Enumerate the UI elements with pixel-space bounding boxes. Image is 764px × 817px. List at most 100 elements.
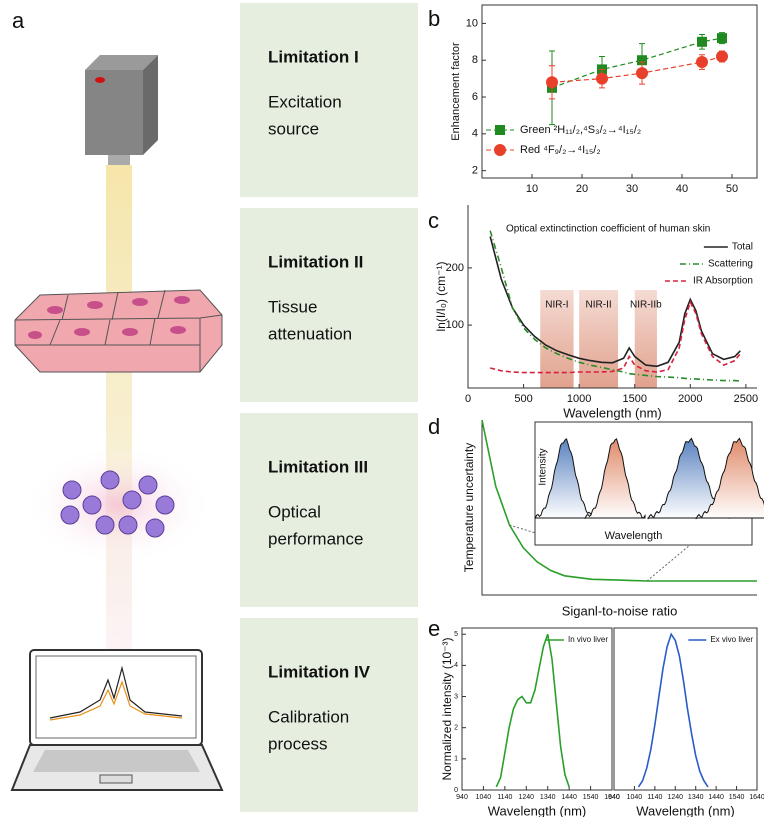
marker	[716, 51, 728, 63]
y-tick-label: 8	[472, 54, 478, 66]
x-tick-label: 20	[576, 183, 588, 195]
y-tick-label: 200	[446, 262, 464, 274]
x-tick-label: 1000	[567, 393, 591, 405]
legend-label: Green ²H₁₁/₂,⁴S₃/₂→⁴I₁₅/₂	[520, 124, 641, 136]
y-tick-label: 6	[472, 91, 478, 103]
marker	[717, 33, 727, 43]
annotation: Optical extinctinction coefficient of hu…	[506, 224, 710, 235]
x-tick-label: 1040	[627, 794, 643, 801]
x-tick-label: 1540	[583, 794, 599, 801]
limitation-text: source	[268, 119, 319, 138]
x-tick-label: 1440	[708, 794, 724, 801]
legend-label: Ex vivo liver	[710, 635, 753, 644]
plot-frame	[462, 628, 612, 790]
camera-light	[95, 77, 105, 83]
x-tick-label: 30	[626, 183, 638, 195]
light-beam	[106, 165, 132, 695]
limitation-title: Limitation III	[268, 457, 368, 476]
legend-label: Red ⁴F₉/₂→⁴I₁₅/₂	[520, 144, 601, 156]
series-line	[496, 634, 569, 787]
panel-label: c	[428, 208, 439, 233]
limitation-title: Limitation I	[268, 47, 359, 66]
x-tick-label: 40	[676, 183, 688, 195]
band-label: NIR-IIb	[630, 300, 662, 311]
marker	[696, 56, 708, 68]
figure: Limitation I Excitation source Limitation I…	[0, 0, 764, 817]
limitation-box	[240, 208, 418, 402]
camera-lens	[108, 155, 130, 165]
legend-label: IR Absorption	[693, 276, 753, 287]
x-axis-label: Wavelength (nm)	[636, 803, 735, 817]
y-tick-label: 2	[472, 165, 478, 177]
y-axis-label: Enhancement factor	[450, 42, 462, 141]
x-tick-label: 1640	[749, 794, 764, 801]
x-tick-label: 940	[456, 794, 468, 801]
y-tick-label: 10	[466, 17, 478, 29]
glow	[23, 445, 213, 565]
keyboard	[33, 750, 200, 772]
y-tick-label: 2	[454, 725, 458, 732]
inset-y-label: Intensity	[538, 448, 549, 485]
legend-label: Scattering	[708, 259, 753, 270]
x-axis-label: Siganl-to-noise ratio	[562, 603, 678, 618]
limitation-text: Excitation	[268, 92, 342, 111]
marker	[546, 76, 558, 88]
limitation-text: Optical	[268, 502, 321, 521]
marker	[596, 73, 608, 85]
y-tick-label: 3	[454, 693, 458, 700]
y-tick-label: 4	[472, 128, 478, 140]
tissue	[15, 290, 222, 372]
x-tick-label: 0	[465, 393, 471, 405]
legend-marker	[494, 144, 506, 156]
x-tick-label: 1440	[561, 794, 577, 801]
touchpad	[100, 775, 132, 783]
illustration-a	[12, 55, 222, 790]
x-tick-label: 10	[526, 183, 538, 195]
x-tick-label: 1040	[476, 794, 492, 801]
limitation-title: Limitation II	[268, 252, 363, 271]
marker	[636, 67, 648, 79]
panel-label: e	[428, 616, 440, 641]
panel-label: b	[428, 6, 440, 31]
legend-label: Total	[732, 242, 753, 253]
limitation-text: performance	[268, 529, 363, 548]
y-tick-label: 1	[454, 756, 458, 763]
camera-side	[143, 55, 158, 155]
x-tick-label: 1500	[622, 393, 646, 405]
limitation-box	[240, 413, 418, 607]
x-tick-label: 50	[726, 183, 738, 195]
series-line	[639, 634, 709, 787]
x-tick-label: 1240	[518, 794, 534, 801]
x-tick-label: 1140	[647, 794, 662, 801]
legend-label: In vivo liver	[568, 635, 608, 644]
x-tick-label: 1340	[688, 794, 704, 801]
plot-frame	[614, 628, 757, 790]
x-tick-label: 2000	[678, 393, 702, 405]
y-axis-label: Temperature uncertainty	[462, 443, 476, 572]
x-axis-label: Wavelength (nm)	[488, 803, 587, 817]
x-tick-label: 940	[608, 794, 620, 801]
x-axis-label: Wavelength (nm)	[563, 405, 662, 420]
y-tick-label: 5	[454, 631, 458, 638]
band-label: NIR-II	[586, 300, 612, 311]
x-tick-label: 500	[514, 393, 532, 405]
y-axis-label: Normalized intensity (10⁻³)	[440, 637, 454, 780]
x-tick-label: 1540	[729, 794, 745, 801]
limitation-text: process	[268, 734, 328, 753]
band-label: NIR-I	[545, 300, 568, 311]
marker	[697, 37, 707, 47]
y-axis-label: ln(I/I₀) (cm⁻¹)	[434, 262, 448, 332]
x-tick-label: 1140	[497, 794, 512, 801]
y-tick-label: 0	[454, 787, 458, 794]
limitation-text: Calibration	[268, 707, 349, 726]
x-tick-label: 1340	[540, 794, 556, 801]
y-tick-label: 100	[446, 319, 464, 331]
x-tick-label: 1240	[667, 794, 683, 801]
x-tick-label: 2500	[734, 393, 758, 405]
panel-label: a	[12, 8, 25, 33]
limitation-title: Limitation IV	[268, 662, 371, 681]
legend-marker	[495, 125, 505, 135]
limitation-text: Tissue	[268, 297, 317, 316]
camera-front	[85, 70, 143, 155]
